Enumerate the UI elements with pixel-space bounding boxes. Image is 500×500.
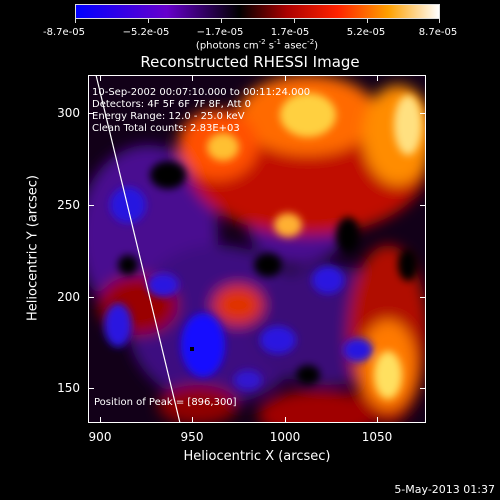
y-tick <box>420 388 426 389</box>
y-tick <box>88 205 94 206</box>
colorbar-label: 8.7e-05 <box>418 27 458 38</box>
colorbar <box>75 4 440 19</box>
x-tick <box>192 417 193 423</box>
x-tick <box>285 417 286 423</box>
plot-title: Reconstructed RHESSI Image <box>140 53 360 71</box>
x-tick <box>377 417 378 423</box>
colorbar-tick <box>294 18 295 23</box>
clean-annotation: Clean Total counts: 2.83E+03 <box>92 123 240 134</box>
y-axis-title: Heliocentric Y (arcsec) <box>25 175 41 321</box>
colorbar-label: 1.7e-05 <box>270 27 310 38</box>
colorbar-tick <box>439 18 440 23</box>
y-tick <box>420 113 426 114</box>
y-tick <box>88 297 94 298</box>
x-tick <box>377 75 378 81</box>
x-tick-label: 900 <box>88 430 112 444</box>
colorbar-tick <box>367 18 368 23</box>
x-tick <box>100 75 101 81</box>
y-tick <box>88 388 94 389</box>
peak-position-annotation: Position of Peak = [896,300] <box>94 397 237 408</box>
reconstructed-image <box>88 75 426 423</box>
x-tick-label: 950 <box>180 430 204 444</box>
time-range-annotation: 10-Sep-2002 00:07:10.000 to 00:11:24.000 <box>92 87 311 98</box>
colorbar-label: −1.7e-05 <box>196 27 244 38</box>
y-tick <box>420 205 426 206</box>
y-tick <box>88 113 94 114</box>
colorbar-label: 5.2e-05 <box>346 27 386 38</box>
y-tick-label: 250 <box>57 198 80 212</box>
x-tick <box>192 75 193 81</box>
energy-range-annotation: Energy Range: 12.0 - 25.0 keV <box>92 111 245 122</box>
x-axis-title: Heliocentric X (arcsec) <box>183 449 331 464</box>
colorbar-units: (photons cm-2 s-1 asec-2) <box>195 38 319 52</box>
detectors-annotation: Detectors: 4F 5F 6F 7F 8F, Att 0 <box>92 99 252 110</box>
x-tick <box>100 417 101 423</box>
y-tick-label: 150 <box>57 381 80 395</box>
y-tick <box>420 297 426 298</box>
y-tick-label: 300 <box>57 106 80 120</box>
colorbar-tick <box>148 18 149 23</box>
x-tick-label: 1050 <box>361 430 393 444</box>
x-tick-label: 1000 <box>269 430 301 444</box>
date-stamp: 5-May-2013 01:37 <box>394 483 495 496</box>
colorbar-label: -8.7e-05 <box>43 27 85 38</box>
colorbar-label: −5.2e-05 <box>122 27 170 38</box>
colorbar-tick <box>221 18 222 23</box>
x-tick <box>285 75 286 81</box>
y-tick-label: 200 <box>57 290 80 304</box>
colorbar-tick <box>75 18 76 23</box>
